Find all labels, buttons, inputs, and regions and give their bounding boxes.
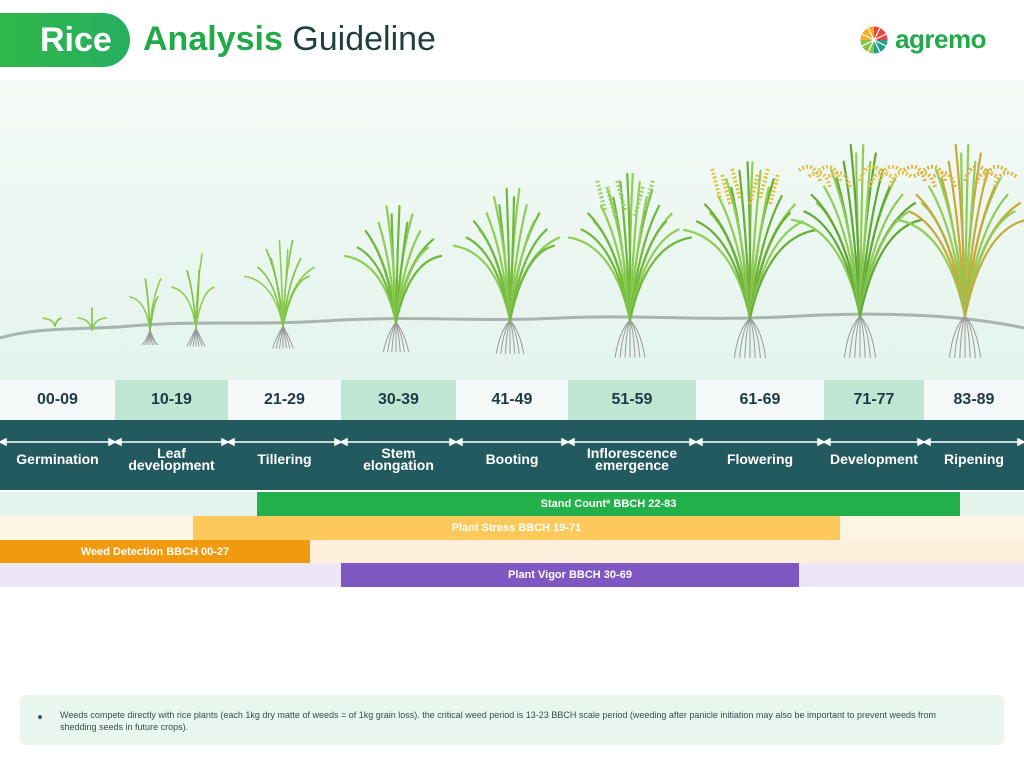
growth-illustration	[0, 80, 1024, 380]
code-cell: 10-19	[115, 380, 228, 420]
ground-line	[0, 312, 1024, 340]
title-accent: Analysis	[143, 20, 283, 58]
plant-vigor-bar: Plant Vigor BBCH 30-69	[341, 563, 799, 587]
rice-plant	[567, 172, 693, 358]
code-cell: 83-89	[924, 380, 1024, 420]
plants-svg	[0, 144, 1024, 359]
code-cell: 71-77	[824, 380, 924, 420]
rice-plant	[452, 187, 561, 354]
rice-plant	[171, 253, 215, 347]
rice-plant	[129, 278, 162, 346]
header: Rice Analysis Guideline agremo	[0, 0, 1024, 80]
weed-detection-bar: Weed Detection BBCH 00-27	[0, 540, 310, 564]
stage-ripening: Ripening	[944, 451, 1004, 467]
code-cell: 61-69	[696, 380, 824, 420]
rice-plant	[682, 161, 818, 359]
growth-code-row: 00-09 10-19 21-29 30-39 41-49 51-59 61-6…	[0, 380, 1024, 420]
page-title: Analysis Guideline	[143, 16, 436, 62]
stage-development: Development	[830, 451, 918, 467]
brand-name: agremo	[895, 24, 986, 54]
bullet-icon	[38, 715, 42, 719]
plant-stress-bar: Plant Stress BBCH 19-71	[193, 516, 840, 540]
rice-plant	[343, 205, 443, 353]
note-text: Weeds compete directly with rice plants …	[60, 710, 937, 732]
stage-inflorescence-emergence: Inflorescence emergence	[586, 445, 678, 473]
rice-plant	[42, 317, 62, 327]
plant-vigor-track: Plant Vigor BBCH 30-69	[0, 563, 1024, 587]
code-cell: 21-29	[228, 380, 341, 420]
stage-germination: Germination	[16, 451, 99, 467]
code-cell: 00-09	[0, 380, 115, 420]
crop-badge: Rice	[0, 13, 130, 67]
weed-detection-track: Weed Detection BBCH 00-27	[0, 540, 1024, 564]
stage-arrows	[0, 437, 1024, 447]
rice-plant	[77, 307, 107, 331]
rice-plant	[895, 144, 1024, 359]
plant-stress-track: Plant Stress BBCH 19-71	[0, 516, 1024, 540]
globe-icon	[859, 25, 889, 54]
stage-leaf-development: Leaf development	[128, 445, 215, 473]
code-cell: 41-49	[456, 380, 568, 420]
stage-tillering: Tillering	[257, 451, 312, 467]
stage-stem-elongation: Stem elongation	[363, 445, 434, 473]
rice-plant	[790, 144, 924, 359]
rice-plant	[244, 239, 315, 349]
code-cell: 30-39	[341, 380, 456, 420]
note-box: Weeds compete directly with rice plants …	[20, 695, 1004, 745]
title-rest: Guideline	[282, 20, 436, 58]
brand-logo: agremo	[859, 24, 986, 55]
stage-flowering: Flowering	[726, 451, 794, 467]
code-cell: 51-59	[568, 380, 696, 420]
stand-count-bar: Stand Count* BBCH 22-83	[257, 492, 960, 516]
stage-row: Germination Leaf development Tillering S…	[0, 420, 1024, 490]
stand-count-track: Stand Count* BBCH 22-83	[0, 492, 1024, 516]
stage-booting: Booting	[485, 451, 539, 467]
